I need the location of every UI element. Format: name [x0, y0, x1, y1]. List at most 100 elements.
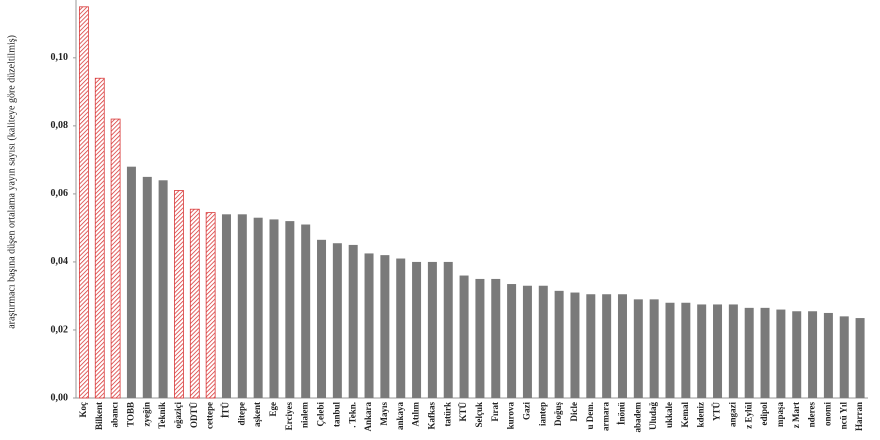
- bar: [665, 302, 675, 398]
- bar: [522, 285, 532, 398]
- bar: [554, 290, 564, 398]
- x-tick-label: kdeniz: [696, 402, 706, 428]
- bar: [301, 224, 311, 398]
- x-tick-label: ncü Yıl: [838, 402, 848, 430]
- x-tick-label: u Dem.: [585, 402, 595, 430]
- bar: [285, 221, 295, 398]
- bar: [617, 294, 627, 398]
- bar: [713, 304, 723, 398]
- x-tick-label: . Tekn.: [347, 402, 357, 428]
- bar: [79, 6, 89, 399]
- x-tick-label: Harran: [854, 402, 864, 431]
- x-tick-label: zyeğin: [141, 402, 151, 427]
- x-tick-label: tatürk: [442, 402, 452, 427]
- bar: [823, 312, 833, 398]
- x-tick-label: Doğuş: [553, 402, 563, 427]
- x-tick-label: İTÜ: [221, 402, 231, 419]
- bar: [633, 299, 643, 398]
- bar: [839, 316, 849, 398]
- x-tick-label: z Eylül: [743, 402, 753, 429]
- x-tick-label: nialem: [300, 401, 310, 428]
- x-tick-label: Erciyes: [284, 402, 294, 431]
- bar: [317, 239, 327, 398]
- bar: [174, 190, 184, 399]
- bar: [348, 244, 358, 398]
- bar: [760, 307, 770, 398]
- bar: [507, 284, 517, 398]
- bar: [396, 258, 406, 398]
- bar: [205, 212, 216, 399]
- bar: [586, 294, 596, 398]
- bar: [459, 275, 469, 398]
- bar: [570, 292, 580, 398]
- bar: [237, 214, 247, 398]
- y-tick-label: 0,10: [51, 52, 69, 63]
- y-tick-label: 0,00: [51, 392, 69, 403]
- x-tick-label: Kemal: [680, 402, 690, 428]
- x-tick-label: iantep: [537, 402, 547, 426]
- x-tick-label: kurova: [506, 402, 516, 430]
- bar: [189, 208, 200, 399]
- x-tick-label: edipol: [759, 402, 769, 426]
- x-tick-label: Mayıs: [379, 402, 389, 426]
- x-tick-label: angazi: [727, 402, 737, 428]
- x-tick-label: TOBB: [126, 402, 136, 427]
- x-tick-label: onomi: [822, 402, 832, 427]
- y-tick-label: 0,08: [51, 120, 69, 131]
- x-tick-label: Teknik: [157, 402, 167, 429]
- x-tick-label: oğaziçi: [173, 402, 183, 429]
- bar: [808, 311, 818, 398]
- bar: [253, 217, 263, 398]
- bar: [538, 285, 548, 398]
- x-tick-label: cettepe: [205, 402, 215, 429]
- x-tick-label: İnönü: [617, 402, 627, 425]
- x-tick-label: Kafkas: [426, 402, 436, 430]
- bar: [126, 166, 136, 398]
- x-tick-label: mpaşa: [775, 402, 785, 428]
- bar: [776, 309, 786, 398]
- bar: [744, 307, 754, 398]
- bar: [602, 294, 612, 398]
- bar: [491, 278, 501, 398]
- x-tick-label: nderes: [807, 402, 817, 428]
- bar: [142, 176, 152, 398]
- bar: [110, 118, 121, 399]
- bar: [475, 278, 485, 398]
- y-tick-label: 0,02: [51, 324, 69, 335]
- x-tick-label: Çelebi: [316, 402, 326, 427]
- bar: [697, 304, 707, 398]
- x-tick-label: Bilkent: [94, 402, 104, 430]
- x-tick-label: Koç: [78, 402, 88, 418]
- x-tick-label: ukkale: [664, 402, 674, 428]
- x-tick-label: Uludağ: [648, 402, 658, 431]
- x-tick-label: Gazi: [522, 402, 532, 420]
- bar: [443, 261, 453, 398]
- bar: [269, 219, 279, 398]
- x-tick-label: Ankara: [363, 402, 373, 432]
- bar: [94, 77, 105, 399]
- bar: [158, 180, 168, 398]
- y-axis-label: araştırmacı başına düşen ortalama yayın …: [6, 35, 17, 329]
- x-tick-label: Selçuk: [474, 402, 484, 428]
- x-tick-label: ditepe: [236, 402, 246, 426]
- x-tick-label: aşkent: [252, 402, 262, 427]
- bar: [855, 318, 865, 398]
- y-tick-label: 0,04: [51, 256, 69, 267]
- bar: [649, 299, 659, 398]
- bar: [364, 253, 374, 398]
- x-tick-label: armara: [601, 402, 611, 431]
- x-tick-label: z Mart: [791, 402, 801, 428]
- bar: [681, 302, 691, 398]
- bar: [792, 311, 802, 398]
- y-tick-label: 0,06: [51, 188, 69, 199]
- x-tick-label: abadem: [632, 402, 642, 433]
- x-tick-label: ankaya: [395, 402, 405, 431]
- x-tick-label: Fırat: [490, 402, 500, 422]
- bar: [332, 243, 342, 398]
- bar: [412, 261, 422, 398]
- x-tick-label: KTÜ: [458, 402, 468, 422]
- x-tick-label: Ege: [268, 402, 278, 417]
- bar: [221, 214, 231, 398]
- bar: [427, 261, 437, 398]
